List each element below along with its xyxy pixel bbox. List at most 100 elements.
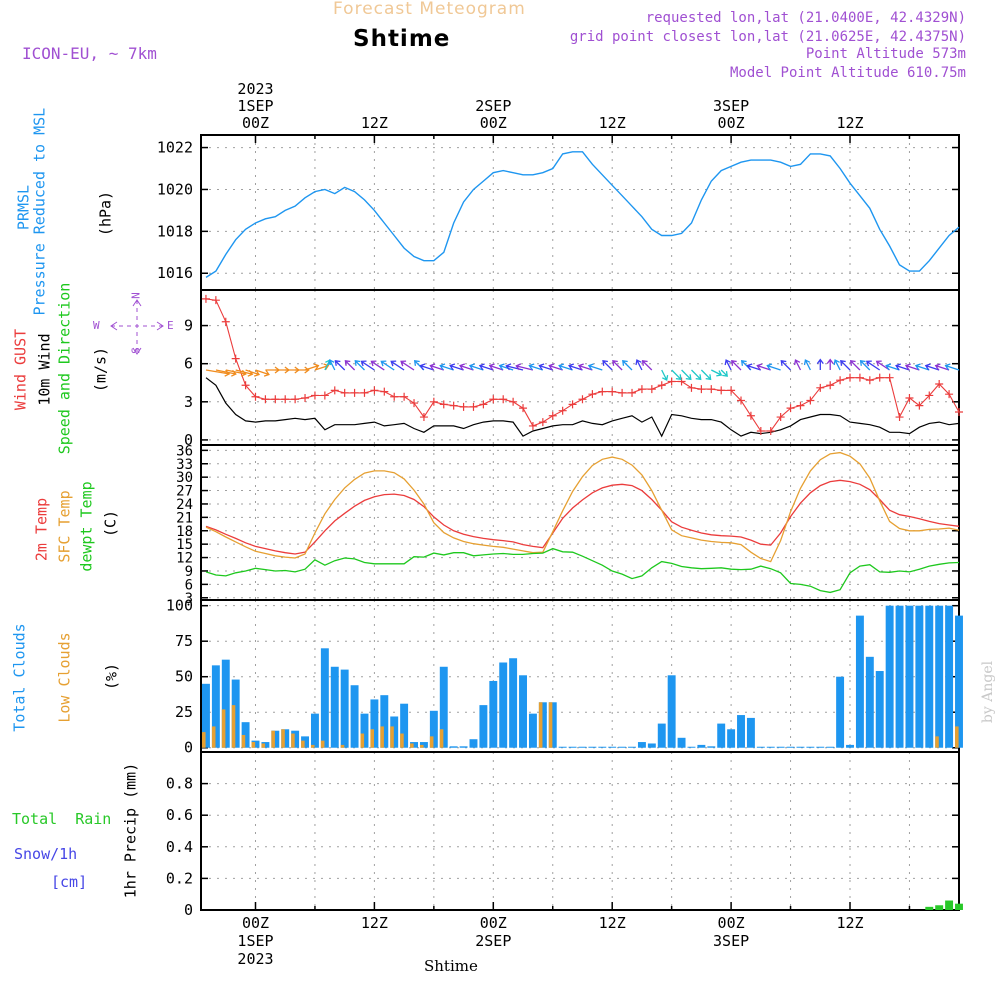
snow-unit-label: [cm] xyxy=(51,873,88,891)
gust-marker xyxy=(855,373,864,382)
total-cloud-bar xyxy=(271,730,280,748)
total-cloud-bar xyxy=(697,744,706,748)
gust-marker xyxy=(419,413,428,422)
total-cloud-bar xyxy=(558,746,567,748)
wind-direction-arrow xyxy=(793,359,802,371)
low-cloud-bar xyxy=(310,744,315,748)
y-tick-label: 0.6 xyxy=(166,806,193,824)
time-label-bottom: 00Z xyxy=(480,914,507,932)
total-cloud-bar xyxy=(499,662,508,748)
rain-bar xyxy=(945,900,954,910)
gust-marker xyxy=(449,401,458,410)
time-label-bottom: 1SEP xyxy=(237,932,273,950)
rain-bar xyxy=(935,905,944,910)
total-cloud-bar xyxy=(400,703,409,748)
gust-marker xyxy=(231,354,240,363)
gust-marker xyxy=(766,427,775,436)
gust-marker xyxy=(687,383,696,392)
low-cloud-bar xyxy=(291,733,295,748)
wind-direction-arrow xyxy=(602,360,613,371)
gust-marker xyxy=(380,387,389,396)
total-cloud-bar xyxy=(479,705,488,748)
total-cloud-bar xyxy=(410,742,418,748)
gust-marker xyxy=(737,396,746,405)
time-label-top: 12Z xyxy=(361,114,388,132)
y-tick-label: 100 xyxy=(166,597,193,615)
product-title: Forecast Meteogram xyxy=(333,0,526,19)
y-tick-label: 9 xyxy=(184,317,193,335)
low-cloud-bar xyxy=(439,729,444,748)
wind-direction-arrow xyxy=(449,363,464,371)
gust-marker xyxy=(330,386,339,395)
point-altitude: Point Altitude 573m xyxy=(805,46,966,62)
y-tick-label: 18 xyxy=(176,524,193,540)
gust-marker xyxy=(806,396,815,405)
gust-marker xyxy=(519,404,528,413)
total-cloud-bar xyxy=(588,746,597,748)
low-cloud-bar xyxy=(261,743,266,748)
y-tick-label: 0 xyxy=(184,901,193,919)
compass-rose-icon xyxy=(110,299,164,355)
time-label-top: 2SEP xyxy=(475,97,511,115)
wind-direction-arrow xyxy=(859,360,871,371)
total-cloud-bar xyxy=(628,746,636,748)
gust-marker xyxy=(657,381,666,390)
footer-location: Shtime xyxy=(424,957,478,975)
gust-marker xyxy=(271,395,280,404)
y-tick-label: 1016 xyxy=(157,264,193,282)
wind-direction-arrow xyxy=(885,363,900,371)
y-tick-label: 3 xyxy=(184,393,193,411)
gust-marker xyxy=(895,413,904,422)
gust-marker xyxy=(588,390,597,399)
time-label-top: 12Z xyxy=(836,114,863,132)
time-label-top: 00Z xyxy=(480,114,507,132)
low-cloud-bar xyxy=(251,742,256,748)
low-cloud-bar xyxy=(538,702,543,748)
total-cloud-bar xyxy=(449,746,458,748)
wind-direction-arrow xyxy=(661,369,669,381)
total-cloud-bar xyxy=(717,723,726,748)
gust-marker xyxy=(320,391,329,400)
time-label-bottom: 3SEP xyxy=(713,932,749,950)
time-label-bottom: 12Z xyxy=(361,914,388,932)
y-tick-label: 0.2 xyxy=(166,869,193,887)
y-tick-label: 24 xyxy=(176,497,193,513)
total-cloud-bar xyxy=(915,605,924,748)
low-cloud-bar xyxy=(390,726,394,748)
pressure-frame xyxy=(200,134,960,291)
wind-direction-arrow xyxy=(344,360,356,371)
wind-direction-arrow xyxy=(328,359,336,371)
gust-marker xyxy=(786,404,795,413)
total-cloud-bar xyxy=(935,605,944,748)
gust-marker xyxy=(370,386,379,395)
wind-direction-arrow xyxy=(468,363,484,371)
total-cloud-bar xyxy=(905,605,914,748)
prmsl-line xyxy=(205,151,960,278)
gust-marker xyxy=(935,380,944,389)
total-cloud-bar xyxy=(955,615,963,748)
total-cloud-bar xyxy=(816,746,825,748)
gust-marker xyxy=(618,388,627,397)
total-cloud-bar xyxy=(647,743,656,748)
wind-direction-arrow xyxy=(380,360,395,371)
total-cloud-bar xyxy=(548,702,557,748)
wind-direction-arrow xyxy=(360,360,375,371)
wind-direction-arrow xyxy=(833,359,841,371)
total-cloud-bar xyxy=(340,669,349,748)
wind-direction-arrow xyxy=(255,369,270,377)
time-label-bottom: 2023 xyxy=(237,950,273,968)
total-cloud-bar xyxy=(251,740,260,748)
total-cloud-bar xyxy=(945,605,954,748)
total-cloud-bar xyxy=(360,713,369,748)
y-tick-label: 0.8 xyxy=(166,775,193,793)
total-cloud-bar xyxy=(796,746,805,748)
gust-marker xyxy=(717,386,726,395)
gust-marker xyxy=(558,406,567,415)
y-tick-label: 3 xyxy=(185,591,193,607)
total-cloud-bar xyxy=(320,648,329,748)
rain-bar xyxy=(925,906,934,910)
wind-direction-arrow xyxy=(478,363,494,371)
total-cloud-bar xyxy=(756,746,765,748)
wind-direction-arrow xyxy=(895,363,910,371)
wind-direction-arrow xyxy=(904,363,920,371)
